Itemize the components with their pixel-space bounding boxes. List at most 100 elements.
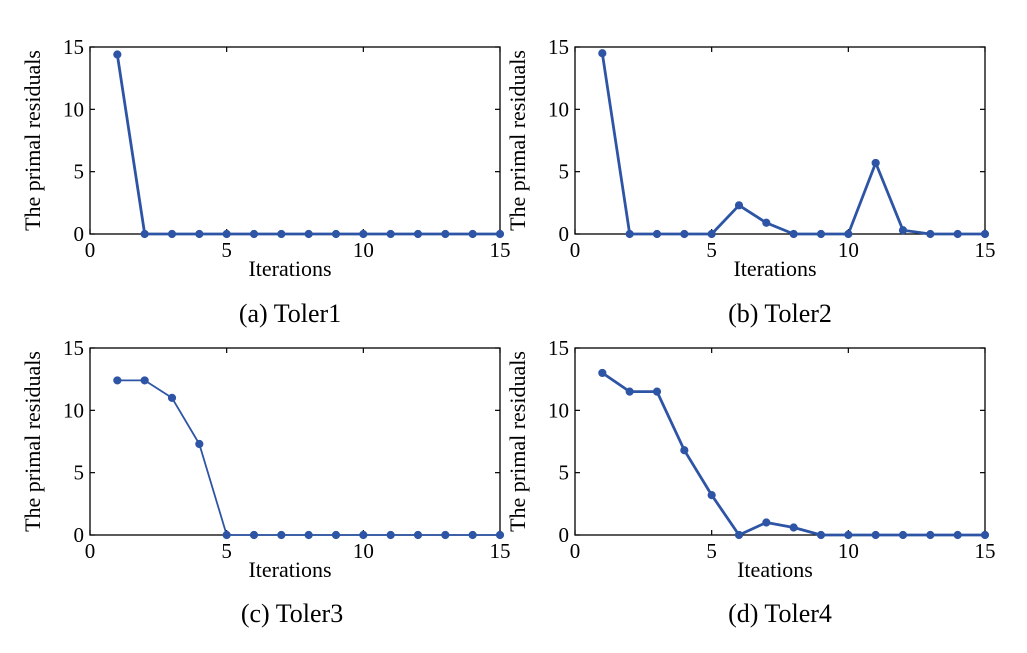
y-tick-label: 5	[74, 461, 85, 485]
data-point	[980, 229, 990, 239]
y-tick-label: 15	[63, 35, 84, 59]
y-tick-label: 15	[63, 336, 84, 360]
panel-3: 0 5 10 15 0 5 10 15 Iterations The primal residua…	[20, 336, 511, 628]
x-axis-label: Iterations	[733, 256, 816, 281]
series-line	[115, 53, 502, 236]
data-point	[625, 387, 634, 396]
data-point	[680, 229, 689, 239]
x-tick-label: 10	[838, 238, 859, 262]
x-tick-label: 5	[221, 539, 232, 563]
data-point	[762, 518, 771, 527]
data-point	[167, 229, 177, 239]
data-point	[980, 530, 990, 540]
series-line	[116, 379, 501, 536]
data-point	[789, 523, 798, 532]
x-axis-label: Iteations	[737, 557, 813, 582]
data-point	[652, 229, 662, 239]
x-tick-label: 5	[706, 539, 717, 563]
y-tick-label: 10	[548, 97, 569, 121]
plot-frame	[574, 46, 986, 235]
data-point	[331, 229, 341, 239]
panel-4: 0 5 10 15 0 5 10 15 Iteations The primal residual…	[505, 336, 996, 628]
panel-caption: (b) Toler2	[728, 299, 832, 328]
data-point	[468, 530, 477, 540]
data-point	[441, 530, 450, 540]
data-point	[926, 229, 935, 239]
data-point	[113, 376, 122, 385]
data-point	[277, 530, 286, 540]
data-point	[249, 229, 259, 239]
plot-frame	[89, 46, 501, 235]
data-point	[953, 229, 962, 239]
data-point	[844, 229, 853, 239]
x-tick-label: 15	[975, 238, 996, 262]
data-point	[871, 530, 880, 540]
plot-frame	[89, 347, 501, 536]
x-tick-label: 10	[838, 539, 859, 563]
data-point	[304, 530, 313, 540]
y-tick-label: 10	[63, 97, 84, 121]
y-tick-label: 5	[74, 160, 85, 184]
data-point	[495, 229, 505, 239]
data-point	[707, 229, 716, 239]
data-point	[222, 229, 231, 239]
x-tick-label: 15	[490, 539, 511, 563]
data-point	[844, 530, 853, 540]
plot-frame	[574, 347, 986, 536]
x-tick-label: 10	[353, 238, 374, 262]
data-point	[816, 530, 826, 540]
data-point	[871, 158, 880, 168]
y-tick-label: 0	[74, 222, 85, 246]
data-point	[140, 229, 149, 239]
data-point	[304, 229, 313, 239]
data-point	[652, 387, 662, 396]
x-tick-label: 15	[490, 238, 511, 262]
panel-2: 0 5 10 15 0 5 10 15 Iterations The primal residua…	[505, 35, 996, 328]
data-point	[762, 218, 771, 227]
data-point	[386, 229, 395, 239]
data-point	[495, 530, 505, 540]
data-point	[816, 229, 826, 239]
x-axis-label: Iterations	[248, 557, 331, 582]
data-point	[195, 229, 204, 239]
y-tick-label: 5	[559, 461, 570, 485]
x-tick-label: 0	[85, 539, 96, 563]
data-point	[441, 229, 450, 239]
data-point	[734, 201, 744, 210]
y-axis-label: The primal residuals	[20, 50, 45, 231]
y-axis-label: The primal residuals	[505, 50, 530, 231]
data-point	[468, 229, 477, 239]
data-point	[222, 530, 231, 540]
data-point	[359, 530, 368, 540]
data-point	[386, 530, 395, 540]
x-tick-label: 0	[570, 539, 581, 563]
x-axis-label: Iterations	[248, 256, 331, 281]
y-tick-label: 15	[548, 336, 569, 360]
data-point	[598, 368, 607, 378]
data-point	[167, 393, 177, 402]
x-tick-label: 5	[221, 238, 232, 262]
data-point	[113, 50, 122, 59]
series-line	[600, 51, 987, 236]
y-tick-label: 0	[74, 523, 85, 547]
data-point	[789, 229, 798, 239]
data-point	[898, 226, 908, 235]
data-point	[680, 446, 689, 455]
y-tick-label: 10	[63, 398, 84, 422]
data-point	[898, 530, 908, 540]
x-tick-label: 15	[975, 539, 996, 563]
data-point	[707, 491, 716, 500]
data-point	[277, 229, 286, 239]
panel-caption: (a) Toler1	[239, 299, 341, 328]
data-point	[734, 530, 744, 540]
data-point	[359, 229, 368, 239]
x-tick-label: 0	[85, 238, 96, 262]
series-line	[600, 371, 987, 537]
data-point	[598, 49, 607, 58]
y-tick-label: 0	[559, 523, 570, 547]
y-tick-label: 10	[548, 398, 569, 422]
data-point	[195, 439, 204, 449]
data-point	[926, 530, 935, 540]
panel-caption: (c) Toler3	[241, 599, 343, 628]
